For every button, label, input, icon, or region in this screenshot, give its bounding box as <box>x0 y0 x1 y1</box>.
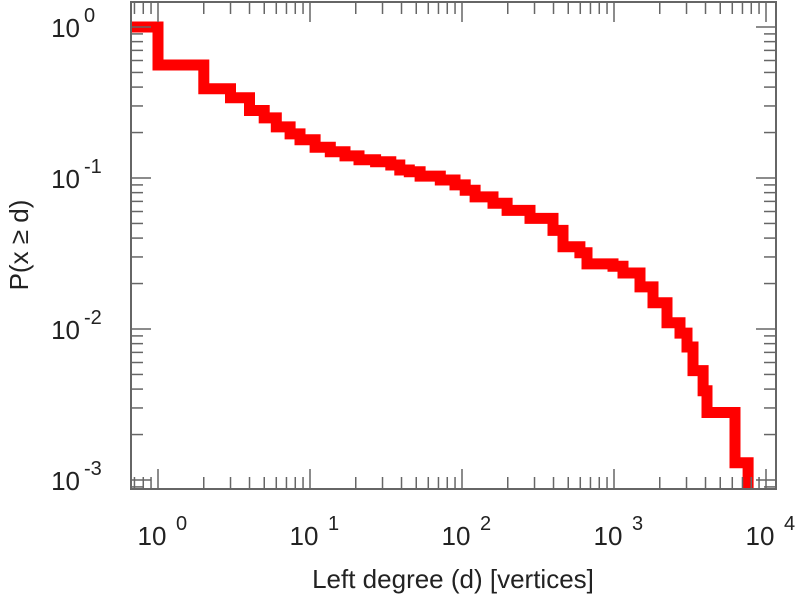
x-tick-exponent: 3 <box>632 513 643 535</box>
y-tick-label: 10 <box>51 164 80 194</box>
x-tick-label: 10 <box>746 521 775 551</box>
x-tick-label: 10 <box>442 521 471 551</box>
y-tick-label: 10 <box>51 466 80 496</box>
x-axis-label: Left degree (d) [vertices] <box>312 564 594 594</box>
x-tick-label: 10 <box>290 521 319 551</box>
x-tick-label: 10 <box>138 521 167 551</box>
y-tick-exponent: -2 <box>84 307 102 329</box>
y-tick-label: 10 <box>51 13 80 43</box>
x-tick-exponent: 0 <box>176 513 187 535</box>
y-tick-exponent: -3 <box>84 458 102 480</box>
y-tick-label: 10 <box>51 315 80 345</box>
y-axis-label: P(x ≥ d) <box>4 200 34 291</box>
plot-frame <box>130 1 777 490</box>
x-tick-label: 10 <box>594 521 623 551</box>
x-tick-exponent: 1 <box>328 513 339 535</box>
y-tick-exponent: 0 <box>84 5 95 27</box>
ccdf-step-line <box>131 21 754 489</box>
x-tick-exponent: 2 <box>480 513 491 535</box>
x-tick-exponent: 4 <box>784 513 795 535</box>
y-tick-exponent: -1 <box>84 156 102 178</box>
